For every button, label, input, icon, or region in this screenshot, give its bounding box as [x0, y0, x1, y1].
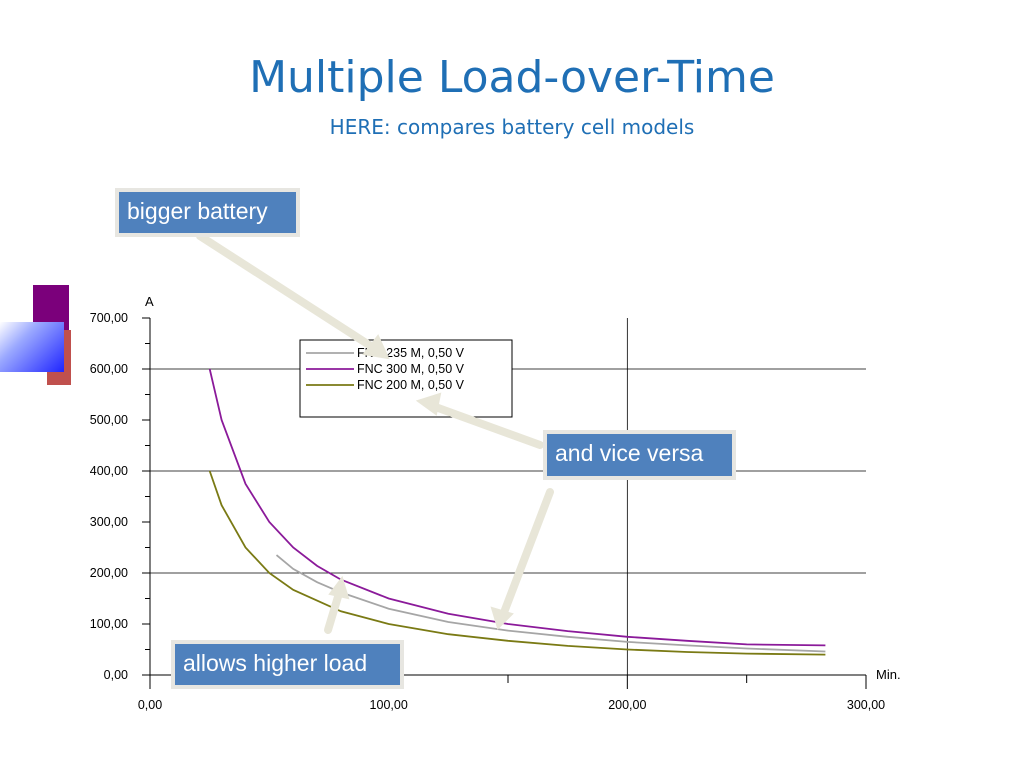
legend-label: FNC 300 M, 0,50 V	[357, 362, 465, 376]
y-tick-label: 500,00	[90, 413, 128, 427]
series-line	[275, 554, 826, 653]
arrow-head-legend	[415, 392, 442, 416]
arrow-bigger-battery	[196, 232, 384, 356]
x-tick-label: 300,00	[847, 698, 885, 712]
callout-bigger-battery: bigger battery	[115, 188, 300, 237]
y-tick-label: 400,00	[90, 464, 128, 478]
page-subtitle: HERE: compares battery cell models	[329, 115, 695, 139]
arrow-vice-versa-curve	[499, 488, 554, 619]
page-title: Multiple Load-over-Time	[249, 52, 775, 103]
decor-square-blue	[0, 322, 64, 372]
y-tick-label: 300,00	[90, 515, 128, 529]
arrow-vice-versa-legend	[426, 401, 544, 449]
callout-vice-versa: and vice versa	[543, 430, 736, 480]
chart-lines	[208, 368, 826, 656]
arrow-head-curve	[490, 606, 514, 630]
y-tick-label: 600,00	[90, 362, 128, 376]
callout-higher-load: allows higher load	[171, 640, 404, 689]
x-axis-label: Min.	[876, 667, 901, 682]
x-tick-label: 100,00	[370, 698, 408, 712]
y-axis-label: A	[145, 294, 154, 309]
y-tick-label: 200,00	[90, 566, 128, 580]
y-tick-label: 0,00	[104, 668, 128, 682]
x-tick-label: 0,00	[138, 698, 162, 712]
series-line	[208, 470, 826, 656]
legend-label: FNC 200 M, 0,50 V	[357, 378, 465, 392]
arrow-head-bigger	[362, 334, 390, 360]
chart-ticks: 0,00 100,00 200,00 300,00 400,00 500,00 600,00…	[90, 311, 885, 712]
x-tick-label: 200,00	[608, 698, 646, 712]
annotation-arrows	[196, 232, 554, 634]
series-line	[208, 368, 826, 647]
y-tick-label: 100,00	[90, 617, 128, 631]
y-tick-label: 700,00	[90, 311, 128, 325]
arrow-head-higher	[328, 575, 350, 600]
